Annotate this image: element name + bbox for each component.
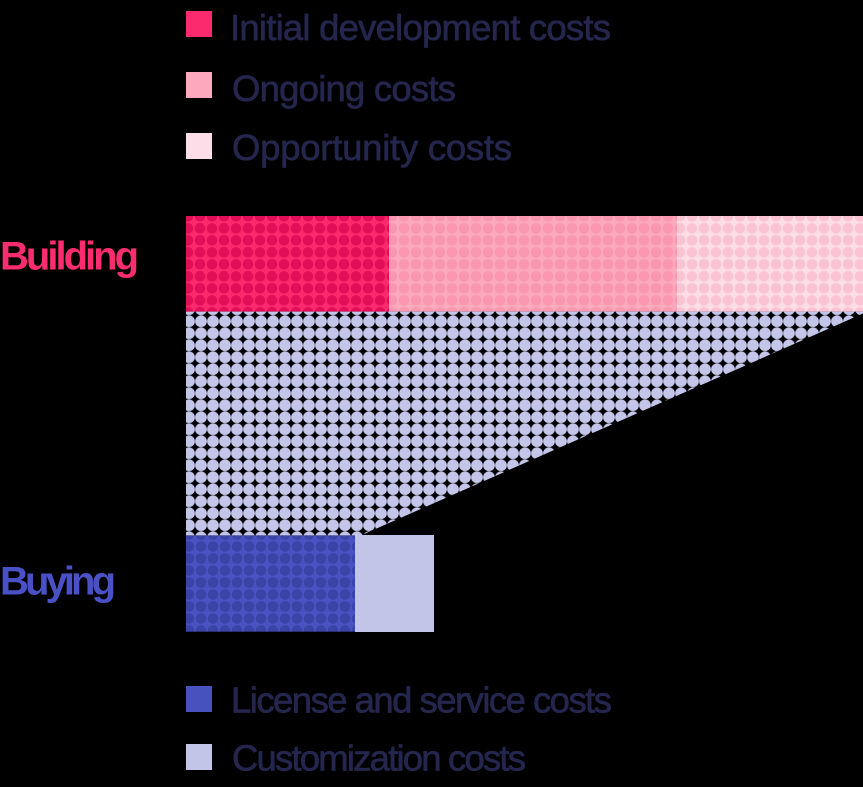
svg-text:Building: Building (0, 235, 139, 279)
svg-text:License and service costs: License and service costs (231, 680, 612, 721)
svg-text:Initial development costs: Initial development costs (230, 7, 611, 48)
svg-text:Customization costs: Customization costs (232, 738, 526, 779)
svg-text:Ongoing costs: Ongoing costs (232, 68, 456, 109)
svg-text:Opportunity costs: Opportunity costs (232, 127, 512, 168)
svg-text:Buying: Buying (0, 560, 116, 604)
